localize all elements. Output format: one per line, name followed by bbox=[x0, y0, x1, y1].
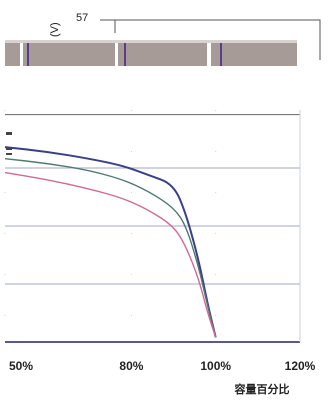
left-marker bbox=[6, 153, 12, 155]
status-band bbox=[5, 40, 297, 66]
left-marker bbox=[6, 132, 12, 135]
series-layer bbox=[4, 146, 217, 338]
tick-layer: 50% 80% 100% 120% bbox=[9, 359, 316, 373]
x-tick-label: 100% bbox=[200, 359, 231, 373]
band-gap bbox=[115, 40, 118, 66]
band-fill bbox=[5, 40, 297, 66]
band-marker bbox=[220, 40, 222, 66]
left-marker bbox=[6, 148, 12, 150]
band-gap bbox=[20, 40, 23, 66]
top-unit-label: (V) bbox=[49, 22, 61, 37]
top-value-label: 57 bbox=[76, 12, 88, 24]
band-gap bbox=[207, 40, 211, 66]
x-tick-label: 120% bbox=[285, 359, 316, 373]
series-line-2 bbox=[4, 158, 217, 338]
x-axis-title: 容量百分比 bbox=[234, 382, 290, 396]
series-line-3 bbox=[4, 171, 217, 338]
series-line-1 bbox=[4, 146, 217, 338]
x-tick-label: 80% bbox=[119, 359, 143, 373]
band-marker bbox=[27, 40, 29, 66]
x-tick-label: 50% bbox=[9, 359, 33, 373]
left-markers bbox=[6, 132, 12, 155]
band-top-edge bbox=[5, 40, 297, 43]
grid-layer bbox=[4, 110, 301, 343]
band-marker bbox=[124, 40, 126, 66]
callout-connector bbox=[100, 19, 321, 60]
